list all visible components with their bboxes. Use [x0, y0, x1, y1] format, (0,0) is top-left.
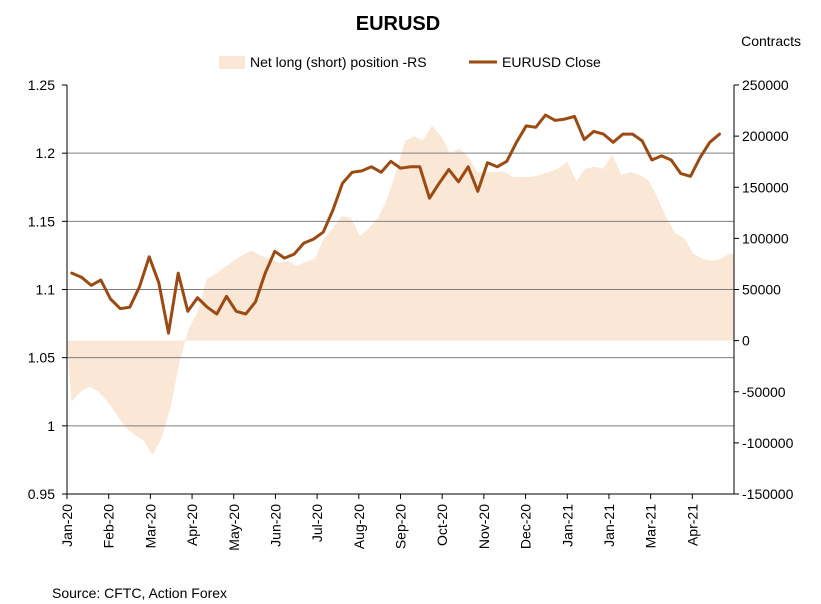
- x-tick-label: Sep-20: [393, 504, 409, 549]
- x-tick-label: Dec-20: [518, 504, 534, 549]
- legend-line-label: EURUSD Close: [502, 54, 601, 70]
- left-tick-label: 1.2: [36, 145, 56, 161]
- right-tick-label: 100000: [742, 230, 789, 246]
- gridlines: [67, 152, 734, 427]
- right-axis-tick-labels: 250000 200000 150000 100000 50000 0 -50000 -100…: [742, 77, 794, 502]
- x-tick-label: Jan-21: [601, 504, 617, 547]
- right-tick-label: -50000: [742, 384, 786, 400]
- right-axis-title: Contracts: [741, 33, 801, 49]
- eurusd-line-layer: [70, 113, 721, 335]
- left-tick-label: 1.25: [28, 77, 55, 93]
- left-tick-label: 0.95: [28, 486, 55, 502]
- left-tick-label: 1.15: [28, 213, 55, 229]
- net-position-area: [67, 125, 734, 456]
- x-tick-label: Jan-20: [59, 504, 75, 547]
- x-tick-label: Jun-20: [267, 504, 283, 547]
- legend-area-label: Net long (short) position -RS: [250, 54, 427, 70]
- x-tick-label: Mar-20: [142, 504, 158, 549]
- right-tick-label: 200000: [742, 128, 789, 144]
- x-tick-label: May-20: [226, 504, 242, 551]
- legend: Net long (short) position -RS EURUSD Clo…: [219, 54, 601, 70]
- net-position-area-layer: [67, 125, 734, 456]
- left-tick-label: 1.1: [36, 282, 56, 298]
- legend-area-swatch: [219, 56, 245, 69]
- axes: [62, 84, 739, 499]
- right-tick-label: -100000: [742, 435, 794, 451]
- x-tick-label: Jan-21: [559, 504, 575, 547]
- x-tick-label: Aug-20: [351, 504, 367, 549]
- x-tick-label: Apr-20: [184, 504, 200, 546]
- x-tick-label: Oct-20: [434, 504, 450, 546]
- right-tick-label: 50000: [742, 282, 781, 298]
- left-tick-label: 1.05: [28, 350, 55, 366]
- x-tick-label: Mar-21: [643, 504, 659, 549]
- right-tick-label: 150000: [742, 179, 789, 195]
- x-axis-tick-labels: Jan-20 Feb-20 Mar-20 Apr-20 May-20 Jun-20 Jul-…: [59, 504, 700, 551]
- right-tick-label: -150000: [742, 486, 794, 502]
- x-tick-label: Feb-20: [101, 504, 117, 549]
- right-tick-label: 0: [742, 333, 750, 349]
- x-tick-label: Nov-20: [476, 504, 492, 549]
- eurusd-close-line: [70, 113, 721, 335]
- left-axis-tick-labels: 1.25 1.2 1.15 1.1 1.05 1 0.95: [28, 77, 55, 502]
- x-tick-label: Jul-20: [309, 504, 325, 542]
- right-tick-label: 250000: [742, 77, 789, 93]
- source-note: Source: CFTC, Action Forex: [52, 585, 227, 601]
- x-tick-label: Apr-21: [684, 504, 700, 546]
- chart-title: EURUSD: [356, 13, 440, 35]
- left-tick-label: 1: [47, 418, 55, 434]
